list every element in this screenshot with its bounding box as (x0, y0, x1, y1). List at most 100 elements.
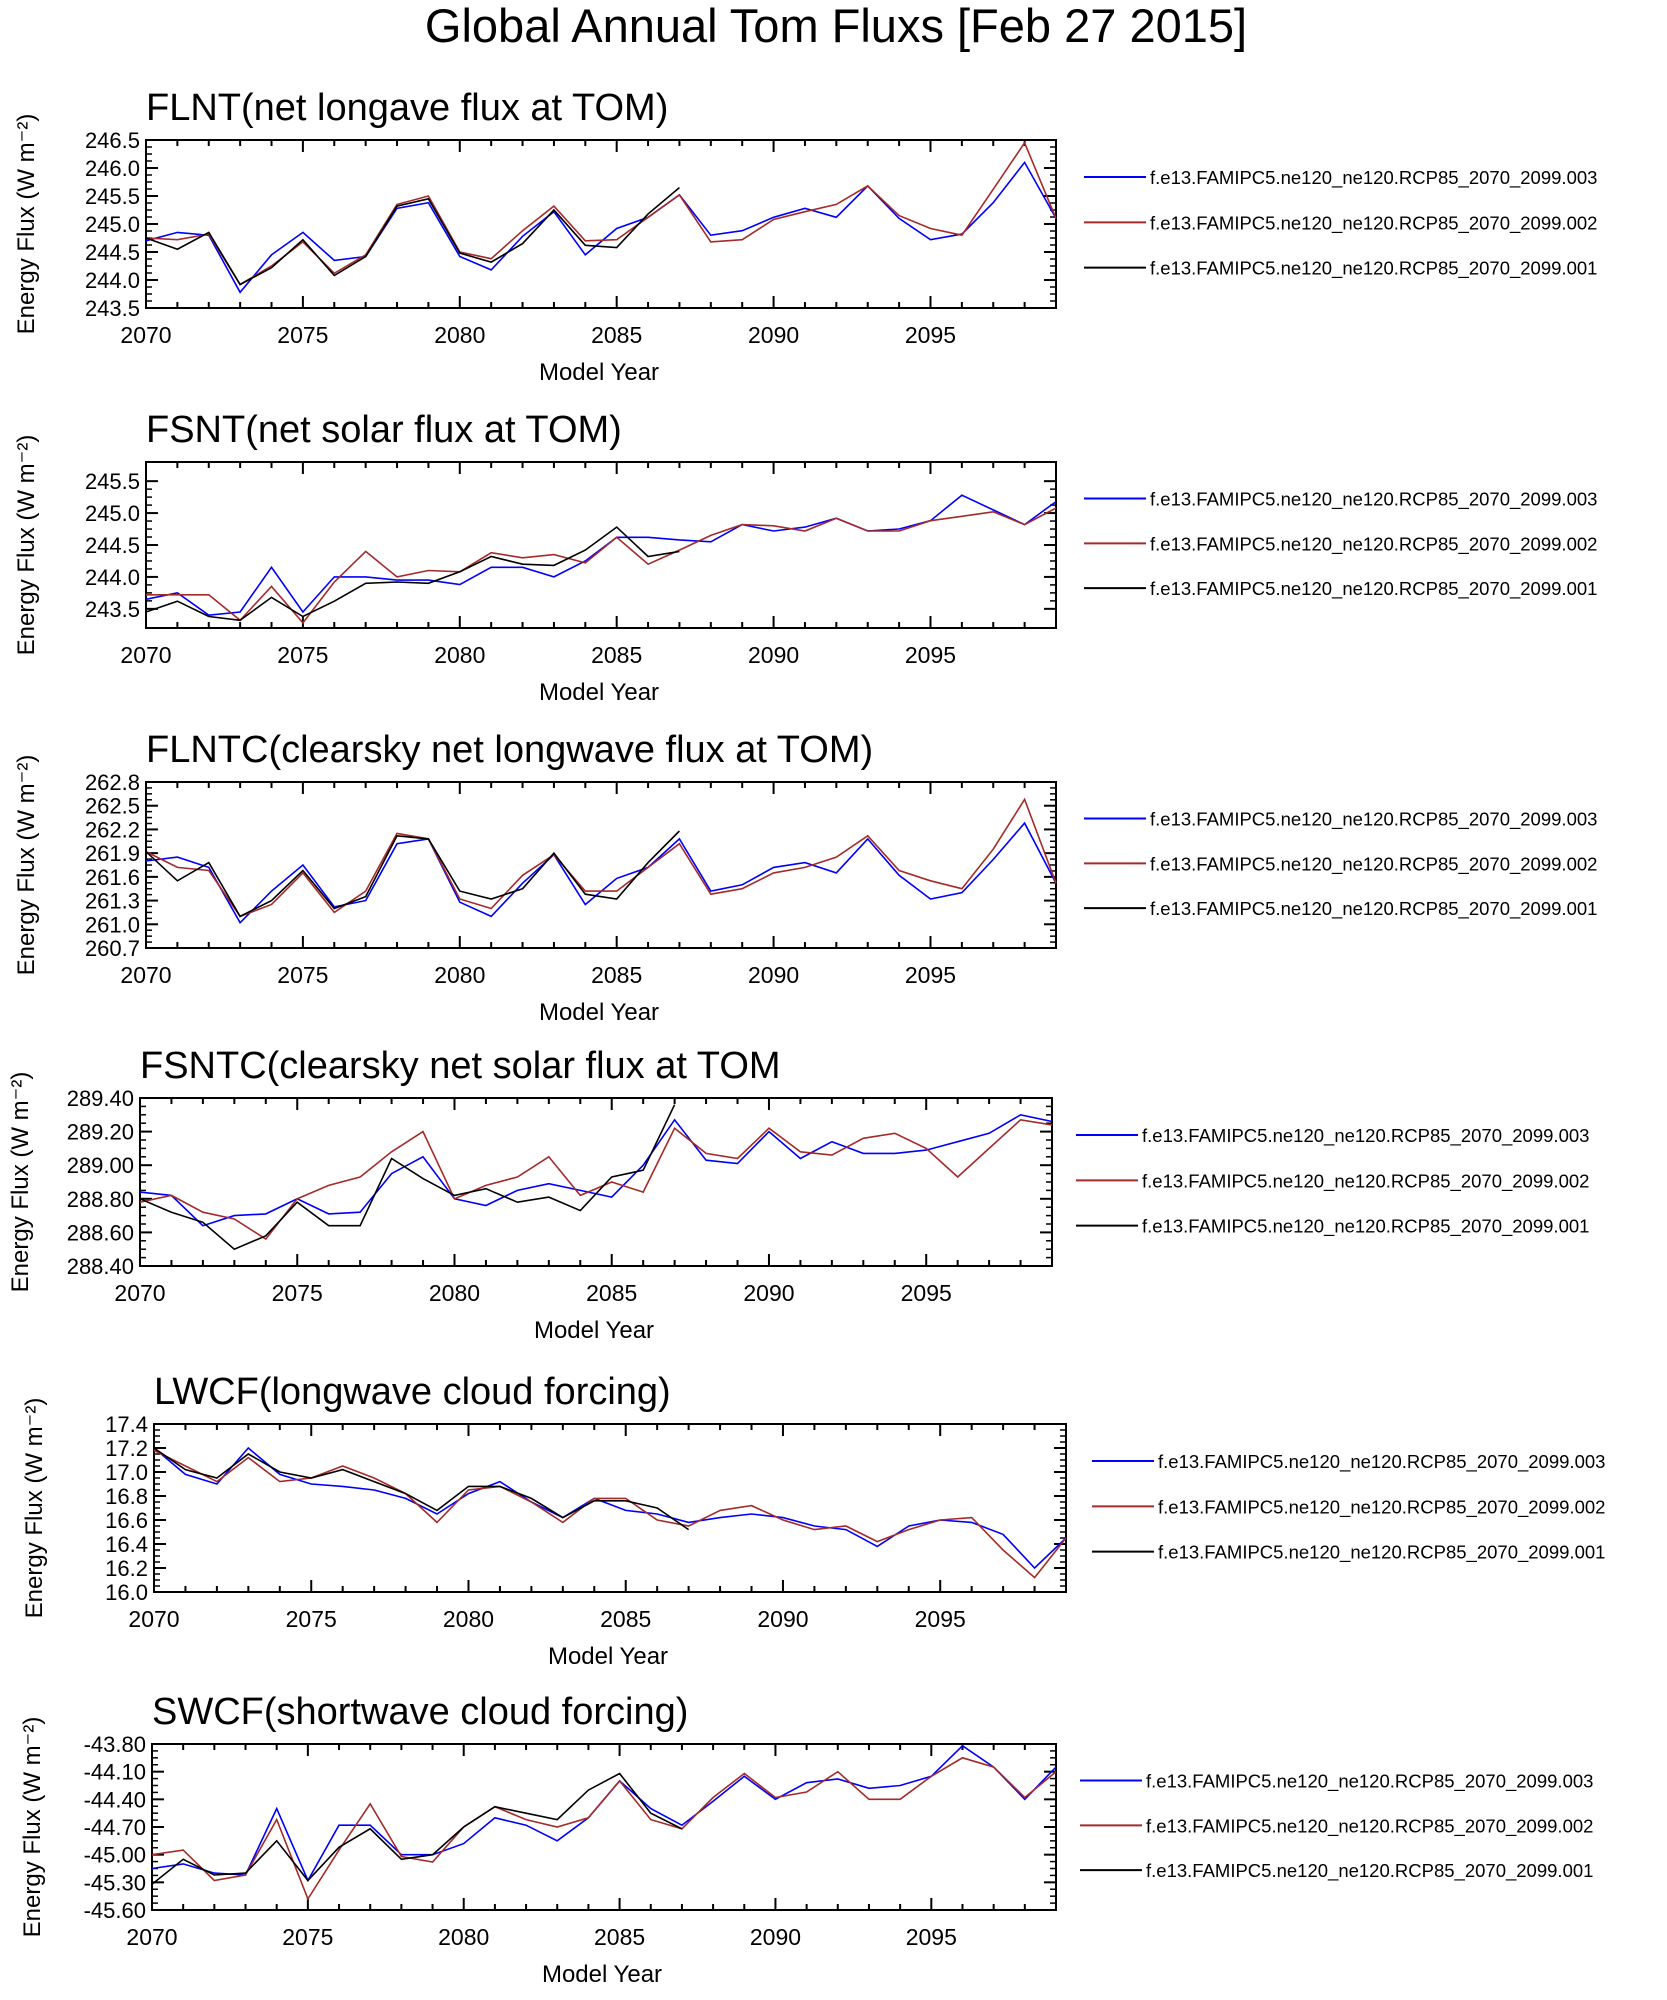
legend-label-2: f.e13.FAMIPC5.ne120_ne120.RCP85_2070_209… (1150, 533, 1597, 555)
y-tick-label: 288.40 (67, 1254, 134, 1279)
x-tick-label: 2090 (757, 1606, 808, 1632)
x-tick-label: 2080 (438, 1924, 489, 1950)
x-axis-label: Model Year (539, 999, 659, 1026)
legend-label-2: f.e13.FAMIPC5.ne120_ne120.RCP85_2070_209… (1150, 853, 1597, 875)
x-tick-label: 2095 (905, 642, 956, 668)
y-tick-label: 246.5 (85, 128, 140, 153)
y-tick-label: 246.0 (85, 156, 140, 181)
y-tick-label: 244.0 (85, 268, 140, 293)
x-axis-label: Model Year (542, 1961, 662, 1988)
chart-title: SWCF(shortwave cloud forcing) (152, 1691, 688, 1733)
x-tick-label: 2075 (277, 642, 328, 668)
series-line-3 (145, 186, 680, 286)
x-tick-label: 2095 (905, 322, 956, 348)
chart-title: FLNTC(clearsky net longwave flux at TOM) (146, 729, 873, 771)
y-tick-label: 262.2 (85, 817, 140, 842)
x-tick-label: 2085 (594, 1924, 645, 1950)
x-tick-label: 2075 (277, 962, 328, 988)
chart-title: FSNT(net solar flux at TOM) (146, 409, 622, 451)
y-tick-label: 16.8 (105, 1484, 148, 1509)
x-tick-label: 2095 (915, 1606, 966, 1632)
x-tick-label: 2075 (282, 1924, 333, 1950)
y-tick-label: 244.5 (85, 240, 140, 265)
y-tick-label: 262.8 (85, 770, 140, 795)
y-tick-label: 260.7 (85, 936, 140, 961)
chart-title: FLNT(net longave flux at TOM) (146, 87, 668, 129)
x-tick-label: 2080 (443, 1606, 494, 1632)
series-line-1 (153, 1446, 1067, 1570)
y-tick-label: 261.3 (85, 889, 140, 914)
y-tick-label: 16.0 (105, 1580, 148, 1605)
chart-title: LWCF(longwave cloud forcing) (154, 1371, 671, 1413)
y-tick-label: 245.0 (85, 212, 140, 237)
x-tick-label: 2090 (748, 322, 799, 348)
series-line-1 (145, 821, 1057, 925)
y-tick-label: 243.5 (85, 296, 140, 321)
x-tick-label: 2095 (905, 962, 956, 988)
y-tick-label: -44.10 (84, 1760, 146, 1785)
x-axis-label: Model Year (548, 1643, 668, 1670)
y-tick-label: -44.40 (84, 1787, 146, 1812)
series-line-1 (145, 494, 1057, 617)
y-tick-label: -45.30 (84, 1870, 146, 1895)
legend-label-3: f.e13.FAMIPC5.ne120_ne120.RCP85_2070_209… (1146, 1860, 1593, 1882)
x-tick-label: 2070 (120, 642, 171, 668)
plot-frame (145, 461, 1057, 629)
series-line-2 (153, 1449, 1067, 1579)
legend-label-1: f.e13.FAMIPC5.ne120_ne120.RCP85_2070_209… (1150, 167, 1597, 189)
y-tick-label: 289.00 (67, 1153, 134, 1178)
chart-panel-3: FLNTC(clearsky net longwave flux at TOM)… (13, 729, 1597, 1026)
y-tick-label: 245.5 (85, 184, 140, 209)
x-tick-label: 2085 (600, 1606, 651, 1632)
y-tick-label: 245.5 (85, 469, 140, 494)
chart-panel-5: LWCF(longwave cloud forcing) 2070 2075 2080… (21, 1371, 1605, 1670)
x-tick-label: 2085 (591, 322, 642, 348)
x-tick-label: 2085 (591, 642, 642, 668)
series-line-3 (153, 1447, 690, 1531)
y-tick-label: 16.2 (105, 1556, 148, 1581)
legend-label-3: f.e13.FAMIPC5.ne120_ne120.RCP85_2070_209… (1158, 1542, 1605, 1564)
y-tick-label: 289.40 (67, 1086, 134, 1111)
series-line-1 (145, 160, 1057, 294)
x-tick-label: 2080 (434, 962, 485, 988)
y-axis-label: Energy Flux (W m⁻²) (21, 1398, 48, 1619)
x-tick-label: 2080 (434, 642, 485, 668)
legend-label-2: f.e13.FAMIPC5.ne120_ne120.RCP85_2070_209… (1150, 212, 1597, 234)
plot-frame (151, 1743, 1057, 1911)
legend-label-2: f.e13.FAMIPC5.ne120_ne120.RCP85_2070_209… (1146, 1815, 1593, 1837)
x-tick-label: 2080 (434, 322, 485, 348)
series-line-2 (145, 141, 1057, 286)
legend-label-1: f.e13.FAMIPC5.ne120_ne120.RCP85_2070_209… (1158, 1451, 1605, 1473)
y-tick-label: 262.5 (85, 794, 140, 819)
y-tick-label: 245.0 (85, 501, 140, 526)
y-tick-label: -45.60 (84, 1898, 146, 1923)
y-tick-label: -44.70 (84, 1815, 146, 1840)
figure-title: Global Annual Tom Fluxs [Feb 27 2015] (425, 0, 1247, 52)
series-line-2 (145, 797, 1057, 918)
x-tick-label: 2090 (748, 962, 799, 988)
x-tick-label: 2070 (120, 962, 171, 988)
x-tick-label: 2095 (906, 1924, 957, 1950)
y-axis-label: Energy Flux (W m⁻²) (13, 755, 40, 976)
y-axis-label: Energy Flux (W m⁻²) (19, 1717, 46, 1938)
x-tick-label: 2075 (286, 1606, 337, 1632)
x-tick-label: 2090 (748, 642, 799, 668)
y-tick-label: 16.4 (105, 1532, 148, 1557)
y-tick-label: 16.6 (105, 1508, 148, 1533)
x-tick-label: 2095 (901, 1280, 952, 1306)
chart-panel-1: FLNT(net longave flux at TOM) 2070 2075 208… (13, 87, 1597, 386)
x-tick-label: 2085 (586, 1280, 637, 1306)
y-tick-label: 244.0 (85, 565, 140, 590)
y-axis-label: Energy Flux (W m⁻²) (7, 1072, 34, 1293)
y-tick-label: 17.4 (105, 1412, 148, 1437)
legend-label-1: f.e13.FAMIPC5.ne120_ne120.RCP85_2070_209… (1150, 809, 1597, 831)
x-axis-label: Model Year (539, 359, 659, 386)
legend-label-2: f.e13.FAMIPC5.ne120_ne120.RCP85_2070_209… (1142, 1170, 1589, 1192)
plot-frame (153, 1423, 1067, 1593)
series-line-2 (139, 1118, 1053, 1241)
chart-panel-6: SWCF(shortwave cloud forcing) 2070 2075 208… (19, 1691, 1593, 1988)
y-tick-label: -45.00 (84, 1843, 146, 1868)
x-tick-label: 2070 (114, 1280, 165, 1306)
legend-label-3: f.e13.FAMIPC5.ne120_ne120.RCP85_2070_209… (1142, 1216, 1589, 1238)
y-tick-label: 288.80 (67, 1187, 134, 1212)
